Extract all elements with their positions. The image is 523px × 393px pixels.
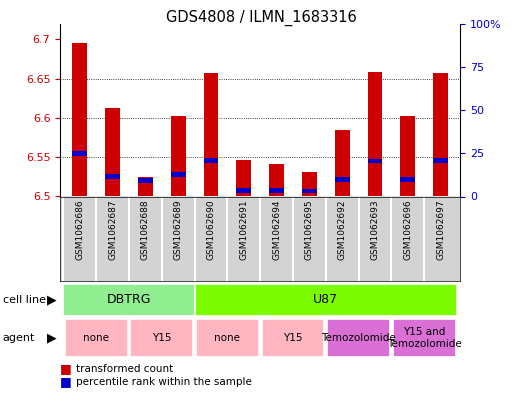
Bar	[105, 108, 120, 196]
Text: GSM1062695: GSM1062695	[305, 199, 314, 260]
Text: GSM1062692: GSM1062692	[338, 199, 347, 259]
Bar	[269, 164, 284, 196]
Bar	[302, 172, 317, 196]
Text: Y15 and
Temozolomide: Y15 and Temozolomide	[387, 327, 461, 349]
Text: DBTRG: DBTRG	[107, 293, 151, 306]
Bar	[138, 178, 153, 183]
Text: GSM1062697: GSM1062697	[436, 199, 445, 260]
Bar	[65, 319, 128, 357]
Text: ■: ■	[60, 375, 72, 389]
Bar	[368, 72, 382, 196]
Bar	[196, 319, 259, 357]
Bar	[105, 174, 120, 179]
Text: ■: ■	[60, 362, 72, 375]
Text: ▶: ▶	[47, 293, 56, 307]
Text: GSM1062686: GSM1062686	[75, 199, 84, 260]
Bar	[401, 116, 415, 196]
Bar	[73, 43, 87, 196]
Text: U87: U87	[313, 293, 338, 306]
Text: cell line: cell line	[3, 295, 46, 305]
Text: Y15: Y15	[152, 333, 172, 343]
Bar	[393, 319, 456, 357]
Text: Y15: Y15	[283, 333, 303, 343]
Text: ▶: ▶	[47, 331, 56, 345]
Bar	[138, 177, 153, 196]
Text: percentile rank within the sample: percentile rank within the sample	[76, 377, 252, 387]
Bar	[401, 177, 415, 182]
Bar	[302, 189, 317, 193]
Bar	[335, 130, 349, 196]
Bar	[203, 73, 219, 196]
Text: transformed count: transformed count	[76, 364, 173, 374]
Text: Temozolomide: Temozolomide	[321, 333, 396, 343]
Bar	[73, 151, 87, 156]
Text: GDS4808 / ILMN_1683316: GDS4808 / ILMN_1683316	[166, 10, 357, 26]
Text: GSM1062688: GSM1062688	[141, 199, 150, 260]
Text: agent: agent	[3, 333, 35, 343]
Bar	[368, 159, 382, 163]
Bar	[203, 158, 219, 163]
Text: GSM1062693: GSM1062693	[370, 199, 380, 260]
Text: GSM1062689: GSM1062689	[174, 199, 183, 260]
Text: none: none	[83, 333, 109, 343]
Bar	[171, 116, 186, 196]
Text: GSM1062687: GSM1062687	[108, 199, 117, 260]
Bar	[236, 160, 251, 196]
Text: GSM1062696: GSM1062696	[403, 199, 412, 260]
Bar	[236, 188, 251, 193]
Bar	[262, 319, 324, 357]
Bar	[63, 284, 195, 316]
Bar	[335, 177, 349, 182]
Text: GSM1062694: GSM1062694	[272, 199, 281, 259]
Bar	[171, 172, 186, 177]
Text: GSM1062690: GSM1062690	[207, 199, 215, 260]
Bar	[269, 188, 284, 193]
Bar	[433, 158, 448, 163]
Bar	[327, 319, 390, 357]
Bar	[195, 284, 457, 316]
Bar	[130, 319, 194, 357]
Bar	[433, 73, 448, 196]
Text: none: none	[214, 333, 241, 343]
Text: GSM1062691: GSM1062691	[240, 199, 248, 260]
